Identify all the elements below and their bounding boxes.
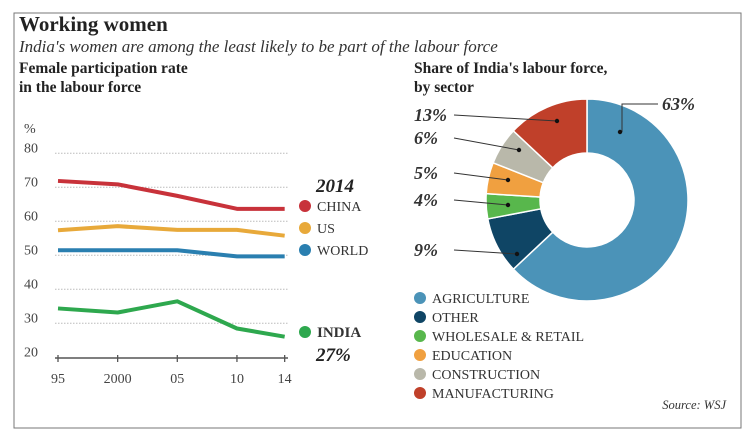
- leader-line: [453, 114, 558, 122]
- leader-line: [621, 103, 658, 132]
- y-tick-label: 50: [24, 243, 38, 258]
- leader-line: [453, 249, 518, 255]
- leader-dot: [505, 177, 511, 183]
- y-unit-label: %: [24, 122, 36, 137]
- line-chart-title-2: in the labour force: [19, 79, 141, 96]
- legend-label-us: US: [317, 222, 335, 237]
- donut-slice-agriculture: [512, 98, 689, 302]
- legend-dot-manufacturing: [414, 387, 426, 399]
- slice-label-wholesale: 4%: [413, 190, 438, 210]
- donut-chart: 63% 9% 4% 5% 6% 13%: [413, 94, 695, 302]
- y-tick-label: 70: [24, 175, 38, 190]
- donut-slice-manufacturing: [512, 98, 588, 169]
- legend-dot-agriculture: [414, 292, 426, 304]
- slice-label-manufacturing: 13%: [414, 105, 447, 125]
- legend-label-education: EDUCATION: [432, 349, 512, 364]
- series-line-india: [57, 299, 286, 339]
- y-tick-label: 40: [24, 277, 38, 292]
- leader-line: [453, 172, 509, 181]
- frame: [13, 12, 742, 429]
- y-tick-label: 80: [24, 141, 38, 156]
- leader-line: [453, 199, 509, 206]
- legend-label-construction: CONSTRUCTION: [432, 368, 540, 383]
- line-chart: 80 70 60 50 40 30 20 95 2000 05 10 14 CHINA US WORLD IN…: [24, 141, 368, 387]
- x-tick-label: 05: [170, 372, 184, 387]
- sector-legend: AGRICULTURE OTHER WHOLESALE & RETAIL EDUCAT…: [414, 292, 584, 402]
- x-tick-label: 2000: [104, 372, 132, 387]
- legend-dot-wholesale: [414, 330, 426, 342]
- india-2014-value: 27%: [315, 345, 351, 366]
- legend-dot-india: [299, 326, 311, 338]
- legend-dot-china: [299, 200, 311, 212]
- leader-dot: [514, 251, 520, 257]
- y-tick-label: 20: [24, 345, 38, 360]
- y-tick-label: 60: [24, 209, 38, 224]
- legend-label-china: CHINA: [317, 200, 362, 215]
- series-line-china: [57, 178, 285, 211]
- legend-label-agriculture: AGRICULTURE: [432, 292, 530, 307]
- donut-title-1: Share of India's labour force,: [414, 60, 607, 77]
- legend-heading-2014: 2014: [315, 176, 354, 197]
- legend-label-world: WORLD: [317, 244, 368, 259]
- subtitle: India's women are among the least likely…: [18, 37, 498, 56]
- legend-label-india: INDIA: [317, 325, 361, 341]
- slice-label-construction: 6%: [414, 128, 438, 148]
- legend-label-other: OTHER: [432, 311, 479, 326]
- legend-dot-us: [299, 222, 311, 234]
- series-line-us: [57, 224, 285, 238]
- leader-line: [453, 137, 520, 151]
- legend-label-wholesale: WHOLESALE & RETAIL: [432, 330, 584, 345]
- x-tick-label: 10: [230, 372, 244, 387]
- leader-dot: [617, 129, 623, 135]
- legend-dot-world: [299, 244, 311, 256]
- slice-label-other: 9%: [414, 240, 438, 260]
- source-note: Source: WSJ: [662, 398, 727, 412]
- legend-label-manufacturing: MANUFACTURING: [432, 387, 554, 402]
- slice-label-agriculture: 63%: [662, 94, 695, 114]
- leader-dot: [554, 118, 560, 124]
- leader-dot: [505, 202, 511, 208]
- donut-title-2: by sector: [414, 79, 474, 96]
- legend-dot-other: [414, 311, 426, 323]
- x-tick-label: 14: [278, 372, 292, 387]
- legend-dot-education: [414, 349, 426, 361]
- series-line-world: [58, 248, 285, 259]
- line-chart-title-1: Female participation rate: [19, 60, 188, 77]
- main-title: Working women: [19, 12, 168, 36]
- slice-label-education: 5%: [414, 163, 438, 183]
- legend-dot-construction: [414, 368, 426, 380]
- y-tick-label: 30: [24, 311, 38, 326]
- leader-dot: [516, 147, 522, 153]
- x-tick-label: 95: [51, 372, 65, 387]
